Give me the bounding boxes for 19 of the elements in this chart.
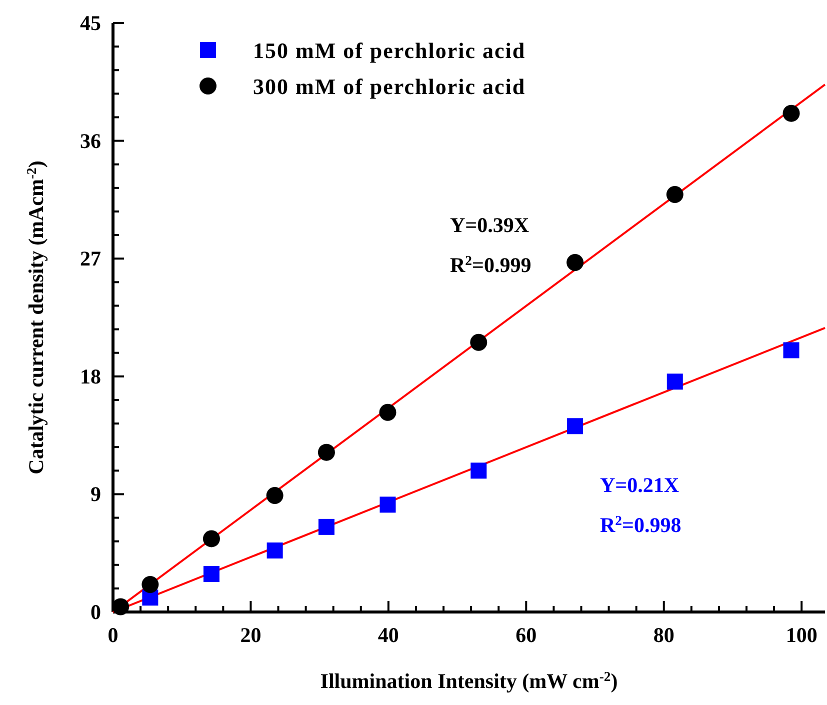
annotation: Y=0.39X <box>450 213 530 237</box>
annotation: R$^{2}$=0.998 <box>600 512 682 537</box>
annotation: Y=0.21X <box>600 473 680 497</box>
x-axis-title: Illumination Intensity (mW cm$^{-2}$) <box>320 668 618 693</box>
x-tick-label: 60 <box>516 623 537 647</box>
y-tick-label: 27 <box>80 246 101 271</box>
x-tick-label: 80 <box>653 623 674 647</box>
x-tick-label: 0 <box>108 623 118 647</box>
y-tick-label: 9 <box>90 482 101 506</box>
y-tick-label: 0 <box>90 600 101 624</box>
x-tick-label: 20 <box>240 623 262 647</box>
legend-label: 150 mM of perchloric acid <box>253 38 526 63</box>
legend-label: 300 mM of perchloric acid <box>253 74 526 99</box>
x-tick-label: 40 <box>378 623 399 647</box>
y-tick-label: 45 <box>80 11 101 35</box>
y-tick-label: 18 <box>80 364 101 388</box>
x-tick-label: 100 <box>786 623 818 647</box>
y-tick-label: 36 <box>80 128 101 153</box>
annotation: R$^{2}$=0.999 <box>450 252 532 277</box>
